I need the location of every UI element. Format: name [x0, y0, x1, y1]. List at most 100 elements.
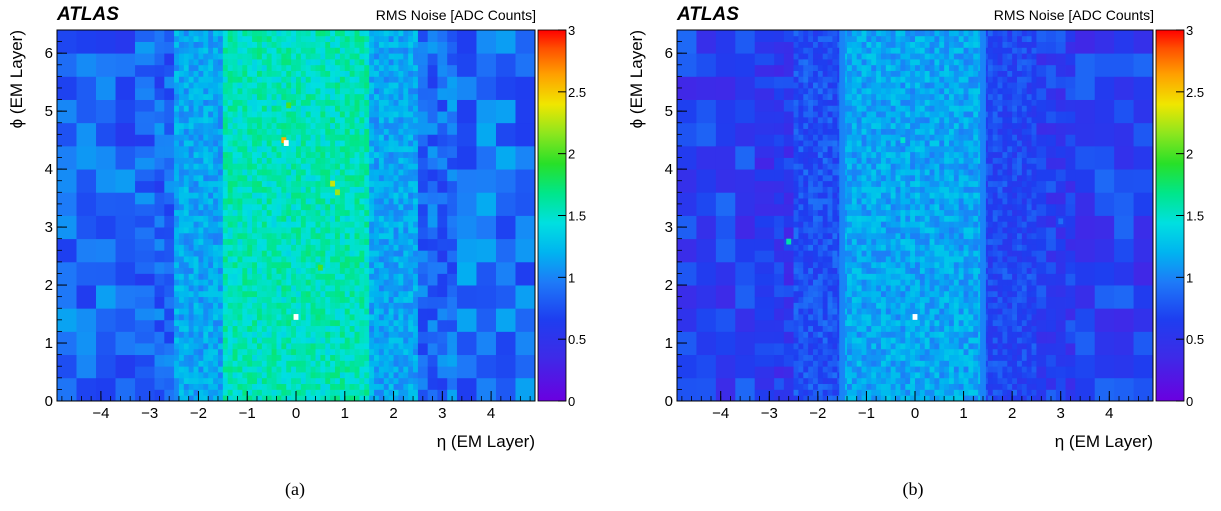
heatmap-cell: [208, 232, 214, 240]
heatmap-cell: [276, 215, 282, 222]
heatmap-cell: [193, 157, 199, 164]
heatmap-cell: [378, 267, 385, 274]
heatmap-cell: [413, 87, 419, 95]
heatmap-cell: [261, 377, 268, 385]
heatmap-cell: [408, 58, 414, 66]
heatmap-cell: [330, 343, 336, 350]
heatmap-cell: [164, 227, 175, 240]
heatmap-cell: [217, 203, 224, 211]
heatmap-cell: [261, 372, 268, 379]
heatmap-cell: [217, 227, 224, 234]
heatmap-cell: [193, 273, 199, 280]
heatmap-cell: [398, 140, 404, 147]
heatmap-cell: [291, 145, 297, 153]
heatmap-cell: [876, 366, 882, 373]
heatmap-cell: [325, 227, 331, 234]
heatmap-cell: [310, 53, 316, 60]
heatmap-cell: [495, 285, 516, 309]
heatmap-cell: [798, 53, 804, 60]
heatmap-cell: [832, 267, 838, 274]
heatmap-cell: [261, 198, 268, 205]
heatmap-cell: [369, 366, 375, 373]
heatmap-cell: [247, 383, 253, 390]
heatmap-cell: [354, 151, 360, 158]
heatmap-cell: [861, 366, 867, 373]
heatmap-cell: [847, 232, 853, 240]
heatmap-cell: [876, 244, 882, 251]
heatmap-cell: [856, 215, 862, 222]
heatmap-cell: [188, 238, 194, 245]
heatmap-cell: [247, 256, 253, 263]
heatmap-cell: [300, 296, 307, 303]
heatmap-cell: [276, 30, 282, 37]
heatmap-cell: [227, 348, 233, 356]
heatmap-cell: [222, 209, 229, 216]
heatmap-cell: [847, 128, 853, 135]
heatmap-cell: [866, 354, 872, 361]
heatmap-cell: [339, 174, 346, 182]
heatmap-cell: [305, 30, 312, 37]
heatmap-cell: [198, 169, 204, 176]
heatmap-cell: [817, 111, 824, 118]
heatmap-cell: [856, 256, 862, 263]
heatmap-cell: [208, 366, 214, 373]
heatmap-cell: [369, 337, 375, 344]
heatmap-cell: [217, 267, 224, 274]
heatmap-cell: [364, 290, 370, 298]
heatmap-cell: [252, 383, 258, 390]
heatmap-cell: [856, 244, 862, 251]
heatmap-cell: [222, 105, 229, 112]
heatmap-cell: [271, 134, 277, 141]
heatmap-cell: [808, 331, 814, 338]
heatmap-cell: [832, 203, 838, 211]
heatmap-cell: [856, 325, 862, 332]
heatmap-cell: [222, 64, 229, 71]
heatmap-cell: [408, 76, 414, 83]
heatmap-cell: [403, 41, 409, 48]
heatmap-cell: [261, 343, 268, 350]
heatmap-cell: [271, 116, 277, 124]
heatmap-cell: [178, 256, 185, 263]
heatmap-cell: [369, 354, 375, 361]
heatmap-cell: [188, 93, 194, 100]
heatmap-cell: [208, 354, 214, 361]
heatmap-cell: [383, 76, 390, 83]
heatmap-cell: [383, 238, 390, 245]
heatmap-cell: [222, 366, 229, 373]
heatmap-cell: [832, 325, 838, 332]
heatmap-cell: [310, 145, 316, 153]
heatmap-cell: [178, 186, 185, 193]
heatmap-cell: [861, 261, 867, 269]
heatmap-cell: [793, 354, 799, 361]
heatmap-cell: [374, 47, 380, 54]
heatmap-cell: [827, 366, 833, 373]
heatmap-cell: [242, 331, 248, 338]
heatmap-cell: [403, 192, 409, 199]
heatmap-cell: [213, 319, 219, 327]
heatmap-cell: [76, 377, 97, 402]
heatmap-cell: [281, 314, 287, 321]
heatmap-cell: [208, 273, 214, 280]
heatmap-cell: [408, 238, 414, 245]
heatmap-cell: [310, 82, 316, 89]
heatmap-cell: [383, 64, 390, 71]
heatmap-cell: [174, 82, 180, 89]
heatmap-cell: [310, 163, 316, 170]
heatmap-cell: [798, 82, 804, 89]
heatmap-cell: [315, 348, 321, 356]
heatmap-cell: [393, 145, 399, 153]
heatmap-cell: [261, 174, 268, 182]
heatmap-cell: [495, 192, 516, 216]
heatmap-cell: [383, 209, 390, 216]
heatmap-cell: [208, 163, 214, 170]
heatmap-cell: [325, 325, 331, 332]
heatmap-cell: [320, 337, 326, 344]
heatmap-cell: [374, 145, 380, 153]
heatmap-cell: [237, 192, 243, 199]
heatmap-cell: [178, 76, 185, 83]
heatmap-cell: [213, 302, 219, 309]
heatmap-cell: [735, 261, 756, 286]
heatmap-cell: [261, 389, 268, 396]
heatmap-cell: [320, 203, 326, 211]
heatmap-cell: [861, 192, 867, 199]
